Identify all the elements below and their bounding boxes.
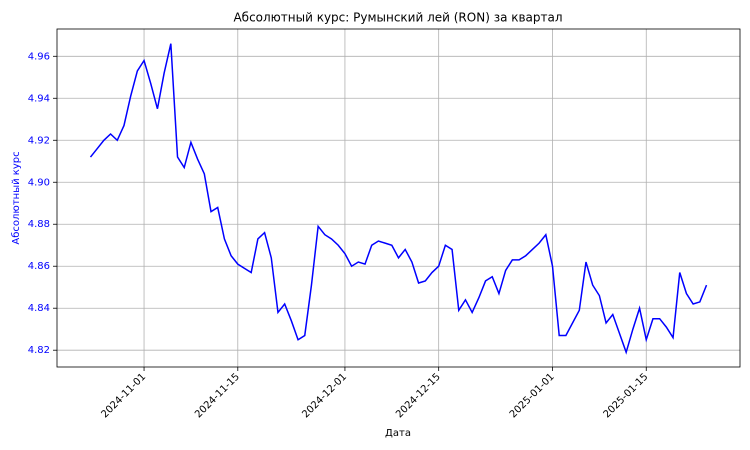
- y-axis-label: Абсолютный курс: [11, 151, 22, 244]
- x-tick-label: 2025-01-15: [602, 371, 651, 420]
- y-tick-label: 4.92: [28, 135, 50, 146]
- x-tick-label: 2024-11-15: [193, 371, 242, 420]
- data-line: [89, 43, 708, 355]
- y-tick-label: 4.94: [28, 93, 50, 104]
- y-tick-label: 4.84: [28, 303, 50, 314]
- y-tick-label: 4.88: [28, 219, 50, 230]
- y-tick-label: 4.96: [28, 51, 50, 62]
- y-tick-label: 4.82: [28, 345, 50, 356]
- y-tick-label: 4.86: [28, 261, 50, 272]
- x-tick-label: 2024-11-01: [99, 371, 148, 420]
- chart-title: Абсолютный курс: Румынский лей (RON) за …: [233, 11, 562, 25]
- plot-frame: [56, 28, 741, 368]
- x-tick-label: 2025-01-01: [508, 371, 557, 420]
- x-tick-label: 2024-12-15: [394, 371, 443, 420]
- x-axis-label: Дата: [385, 428, 411, 439]
- y-tick-label: 4.90: [28, 177, 50, 188]
- x-tick-label: 2024-12-01: [300, 371, 349, 420]
